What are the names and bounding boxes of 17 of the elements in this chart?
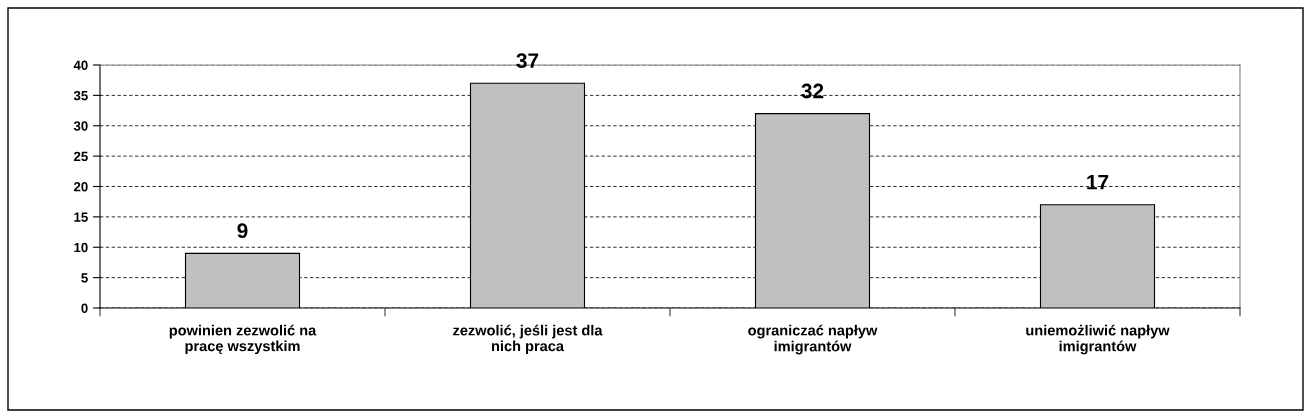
y-tick-label: 10 — [74, 242, 88, 253]
data-label: 32 — [801, 83, 824, 99]
y-tick-label: 0 — [81, 303, 88, 313]
data-label: 37 — [516, 53, 539, 69]
x-tick-label: powinien zezwolić na pracę wszystkim — [169, 324, 317, 355]
y-tick-label: 15 — [74, 212, 88, 222]
y-tick-label: 30 — [73, 121, 88, 131]
x-tick-label: ograniczać napływ imigrantów — [748, 324, 878, 355]
x-tick-label: zezwolić, jeśli jest dla nich praca — [453, 324, 603, 355]
x-tick-label: uniemożliwić napływ imigrantów — [1026, 324, 1170, 355]
data-label: 9 — [237, 223, 248, 239]
data-label: 17 — [1087, 174, 1109, 190]
y-tick-label: 5 — [81, 273, 88, 283]
y-tick-label: 40 — [73, 60, 88, 70]
y-tick-label: 35 — [73, 90, 88, 101]
y-tick-label: 20 — [73, 182, 88, 192]
y-tick-label: 25 — [73, 151, 88, 162]
